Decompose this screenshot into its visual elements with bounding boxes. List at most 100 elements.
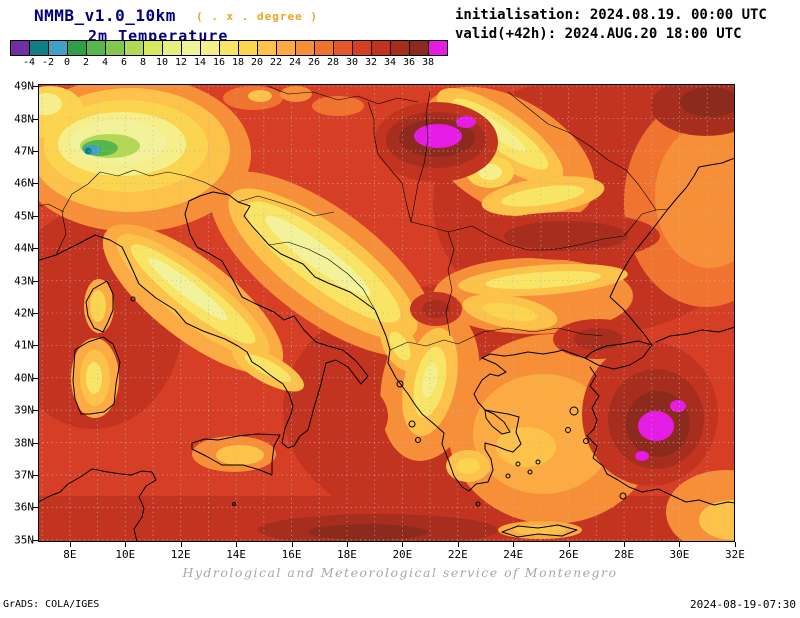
borders-and-rivers (38, 85, 669, 351)
colorbar-tick-label: 30 (345, 57, 359, 68)
island-euboea (484, 409, 511, 435)
coastline-blacksea-south (655, 326, 735, 343)
lon-axis-label: 18E (337, 548, 357, 561)
creation-timestamp: 2024-08-19-07:30 (690, 598, 796, 611)
border-line (389, 331, 484, 351)
lat-tick (33, 118, 38, 120)
island (527, 469, 533, 475)
lon-axis-label: 20E (392, 548, 413, 561)
map-canvas (38, 84, 735, 542)
colorbar-tick-label: 2 (82, 57, 90, 68)
lat-axis-label: 49N (14, 79, 34, 93)
colorbar-cell (182, 41, 201, 55)
lat-tick (33, 507, 38, 509)
colorbar-tick-label: 38 (421, 57, 435, 68)
lat-axis-label: 43N (14, 274, 34, 288)
river-danube (367, 101, 669, 251)
lat-axis-label: 44N (14, 241, 34, 255)
temp-region (638, 411, 674, 441)
lon-tick (346, 542, 348, 547)
island (583, 438, 589, 444)
lon-axis-label: 12E (170, 548, 191, 561)
island (408, 420, 416, 428)
lat-axis-label: 42N (14, 306, 34, 320)
colorbar-cell (106, 41, 125, 55)
lat-axis-label: 38N (14, 436, 34, 450)
lat-tick (33, 86, 38, 88)
lat-tick (33, 248, 38, 250)
lon-tick (180, 542, 182, 547)
lat-tick (33, 151, 38, 153)
lon-axis-label: 28E (614, 548, 634, 561)
temp-region (414, 124, 462, 148)
island (569, 406, 579, 416)
colorbar-tick-label: -2 (41, 57, 55, 68)
colorbar-cell (334, 41, 353, 55)
colorbar-cell (144, 41, 163, 55)
colorbar-cell (239, 41, 258, 55)
border-line (38, 203, 65, 213)
lat-axis-label: 39N (14, 403, 34, 417)
lat-tick (33, 410, 38, 412)
lat-tick (33, 474, 38, 476)
lon-axis-label: 32E (724, 548, 745, 561)
lon-axis-label: 16E (281, 548, 302, 561)
temp-region (501, 185, 585, 207)
island-corsica (85, 280, 114, 333)
island (130, 296, 136, 302)
colorbar-tick-label: 20 (250, 57, 264, 68)
colorbar-cell (429, 41, 447, 55)
colorbar-tick-label: 8 (139, 57, 147, 68)
valid-time-label: valid(+42h): 2024.AUG.20 18:00 UTC (455, 26, 742, 42)
border-line (507, 91, 657, 211)
lat-axis-label: 45N (14, 209, 34, 223)
temp-region (670, 400, 686, 412)
island-sardinia (72, 336, 121, 415)
lon-tick (291, 542, 293, 547)
colorbar-tick-label: 36 (402, 57, 416, 68)
coastline-europe (38, 191, 586, 492)
temp-region (456, 116, 476, 128)
lon-tick (69, 542, 71, 547)
colorbar-cell (353, 41, 372, 55)
colorbar-cell (296, 41, 315, 55)
lon-tick (513, 542, 515, 547)
lon-axis-label: 10E (115, 548, 136, 561)
colorbar-tick-label: 26 (307, 57, 321, 68)
colorbar-tick-label: 12 (174, 57, 188, 68)
island (475, 501, 481, 507)
lon-axis-label: 14E (226, 548, 247, 561)
island (515, 461, 521, 467)
temp-region (90, 290, 106, 322)
coastline-turkey-aegean (586, 366, 735, 506)
temp-region (485, 271, 601, 289)
map-frame-border (38, 84, 735, 542)
temp-region (574, 328, 622, 350)
temp-region (680, 87, 735, 117)
colorbar-cell (68, 41, 87, 55)
colorbar-tick-label: 34 (383, 57, 397, 68)
lon-axis-label: 30E (669, 548, 690, 561)
island (565, 427, 571, 433)
colorbar-tick-label: 28 (326, 57, 340, 68)
island (396, 380, 404, 388)
temp-region (635, 451, 649, 461)
coastline-blacksea-west (609, 157, 735, 346)
colorbar-cell (315, 41, 334, 55)
lat-tick (33, 442, 38, 444)
colorbar-cell (410, 41, 429, 55)
lon-axis-label: 24E (503, 548, 524, 561)
temp-region (422, 362, 438, 398)
colorbar-tick-label: 32 (364, 57, 378, 68)
lat-axis-label: 46N (14, 176, 34, 190)
temp-region (38, 232, 74, 316)
lat-axis-label: 40N (14, 371, 34, 385)
temp-region (389, 331, 411, 361)
border-line (268, 241, 376, 311)
border-line (267, 85, 419, 105)
temp-region (514, 525, 566, 535)
colorbar-tick-label: 10 (155, 57, 169, 68)
colorbar (10, 40, 448, 56)
temp-region (504, 221, 628, 251)
